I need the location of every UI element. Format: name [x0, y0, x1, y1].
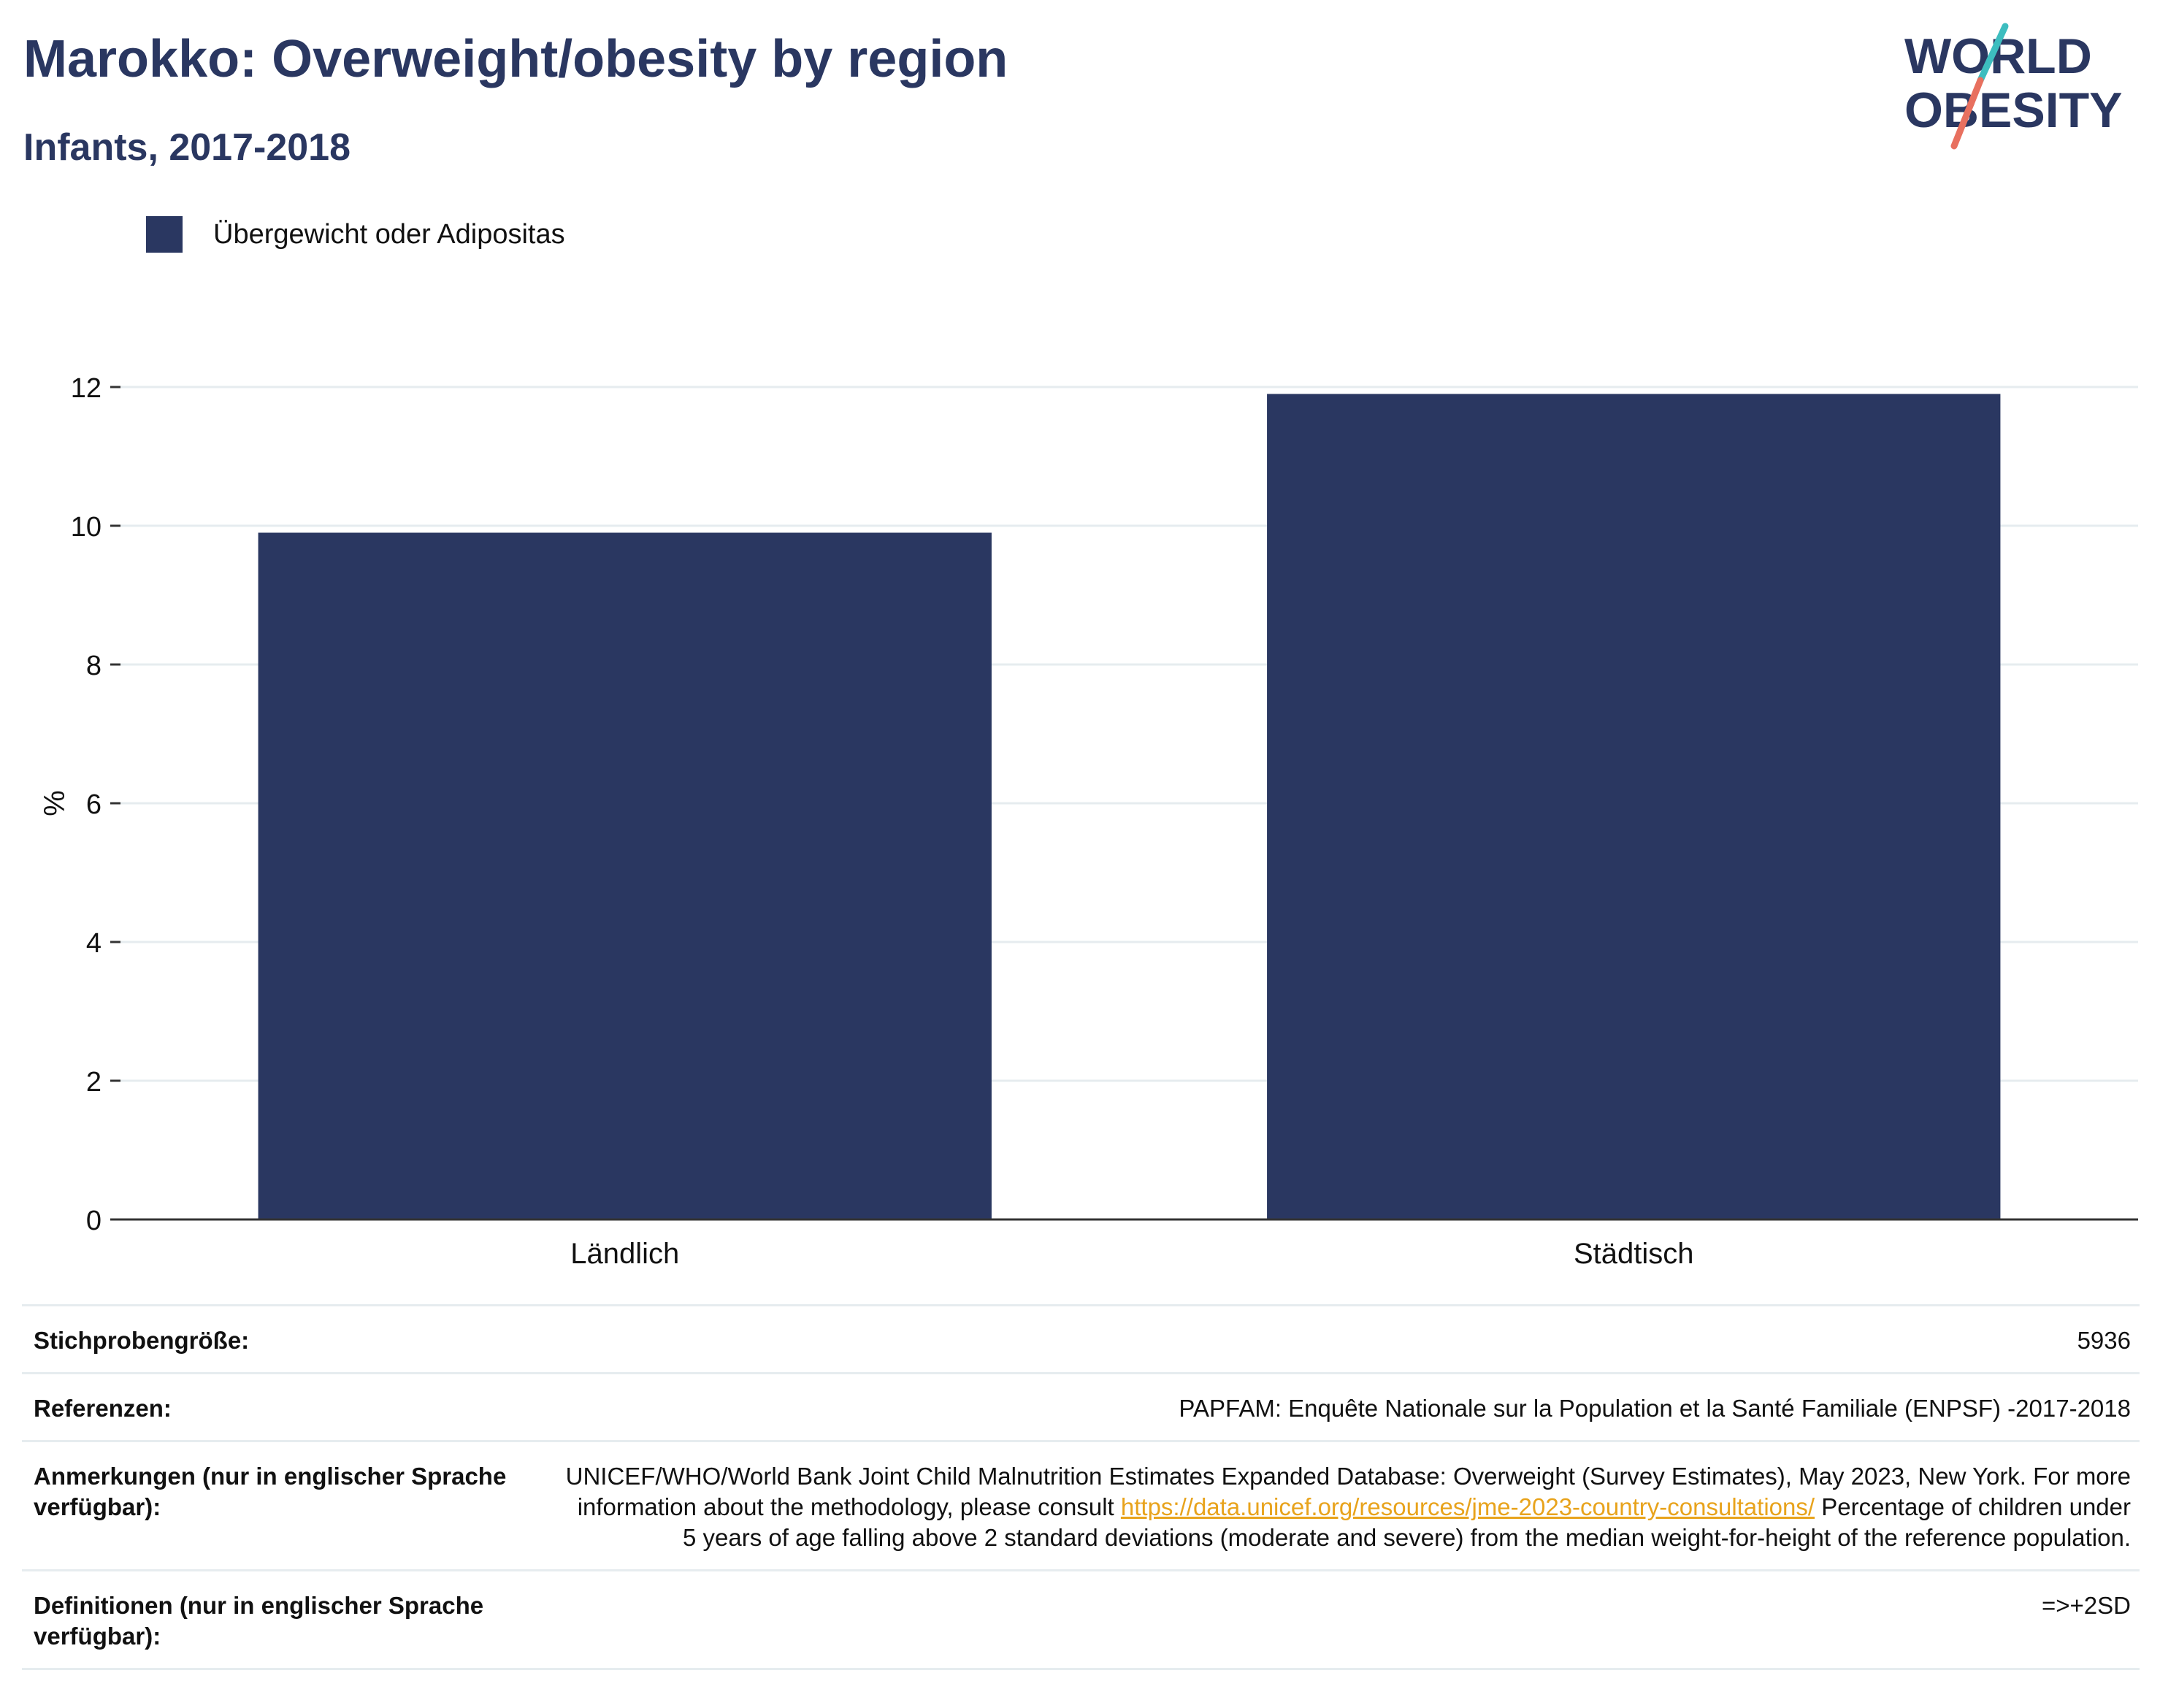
y-axis-label: % — [37, 790, 69, 816]
logo-slash-bottom — [1950, 77, 1984, 150]
y-tick-label: 2 — [86, 1067, 102, 1098]
y-tick-label: 12 — [71, 373, 102, 404]
meta-label-sample-size: Stichprobengröße: — [34, 1327, 250, 1354]
x-tick-label: Städtisch — [1574, 1238, 1694, 1270]
legend-swatch — [146, 216, 183, 253]
metadata-table: Stichprobengröße: 5936 Referenzen: PAPFA… — [22, 1304, 2140, 1670]
meta-row-references: Referenzen: PAPFAM: Enquête Nationale su… — [22, 1373, 2140, 1441]
meta-value-sample-size: 5936 — [2077, 1327, 2131, 1354]
bar-0 — [258, 532, 992, 1219]
x-tick-label: Ländlich — [570, 1238, 679, 1270]
y-tick-label: 10 — [71, 512, 102, 543]
x-axis-ticks: Ländlich Städtisch — [570, 1238, 1693, 1270]
y-tick-label: 0 — [86, 1206, 102, 1236]
meta-row-notes: Anmerkungen (nur in englischer Sprache v… — [22, 1441, 2140, 1571]
notes-text-after: Percentage of children under 5 years of … — [682, 1493, 2131, 1551]
chart-title: Marokko: Overweight/obesity by region — [23, 30, 1008, 88]
meta-row-definitions: Definitionen (nur in englischer Sprache … — [22, 1570, 2140, 1669]
meta-row-sample-size: Stichprobengröße: 5936 — [22, 1305, 2140, 1374]
bars — [258, 394, 2001, 1219]
meta-value-references: PAPFAM: Enquête Nationale sur la Populat… — [1179, 1395, 2131, 1422]
world-obesity-logo: WORLD OBESITY — [1904, 23, 2123, 150]
meta-value-notes: UNICEF/WHO/World Bank Joint Child Malnut… — [554, 1441, 2140, 1571]
y-axis-ticks: 0 2 4 6 8 10 12 — [71, 373, 120, 1236]
legend-label: Übergewicht oder Adipositas — [213, 218, 565, 250]
logo-slash-top — [1977, 23, 2009, 84]
chart-subtitle: Infants, 2017-2018 — [23, 126, 351, 169]
notes-link[interactable]: https://data.unicef.org/resources/jme-20… — [1120, 1493, 1815, 1520]
logo-line-obesity: OBESITY — [1904, 83, 2123, 138]
meta-value-definitions: =>+2SD — [2041, 1592, 2131, 1619]
meta-label-definitions: Definitionen (nur in englischer Sprache … — [34, 1592, 484, 1650]
y-tick-label: 8 — [86, 651, 102, 681]
bar-chart: 0 2 4 6 8 10 12 Ländlich Städtisch % — [37, 373, 2138, 1270]
y-tick-label: 4 — [86, 928, 102, 959]
y-tick-label: 6 — [86, 789, 102, 820]
meta-label-references: Referenzen: — [34, 1395, 172, 1422]
meta-label-notes: Anmerkungen (nur in englischer Sprache v… — [34, 1463, 507, 1520]
chart-legend: Übergewicht oder Adipositas — [146, 216, 565, 253]
notes-text-before: UNICEF/WHO/World Bank Joint Child Malnut… — [565, 1463, 2131, 1520]
bar-1 — [1267, 394, 2001, 1219]
